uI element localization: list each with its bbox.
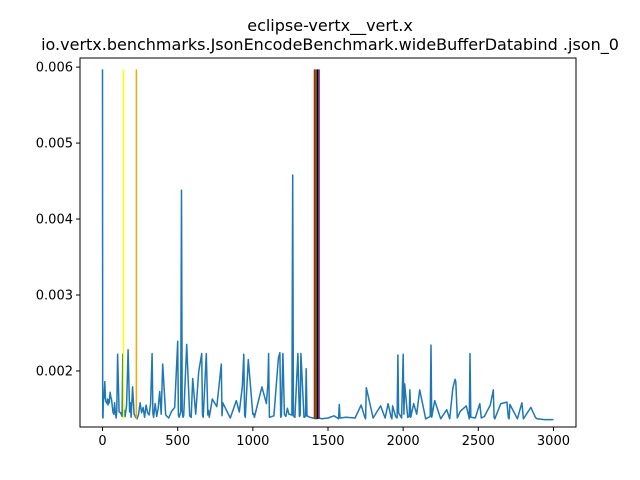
x-tick-label-4: 2000 — [387, 434, 420, 449]
plot-frame — [79, 57, 577, 428]
chart-title: eclipse-vertx__vert.x — [247, 16, 413, 36]
y-tick-label-1: 0.003 — [36, 288, 73, 303]
y-tick-label-0: 0.002 — [36, 364, 73, 379]
x-tick-label-3: 1500 — [311, 434, 344, 449]
chart-subtitle: io.vertx.benchmarks.JsonEncodeBenchmark.… — [41, 35, 619, 55]
y-tick-label-2: 0.004 — [36, 213, 73, 228]
y-tick-label-4: 0.006 — [36, 61, 73, 76]
chart-marks — [101, 69, 554, 421]
x-tick-label-5: 2500 — [462, 434, 495, 449]
series-line-0 — [101, 69, 554, 421]
y-axis: 0.002 0.003 0.004 0.005 0.006 — [36, 61, 80, 379]
x-tick-label-1: 500 — [165, 434, 190, 449]
y-tick-label-3: 0.005 — [36, 137, 73, 152]
x-tick-label-6: 3000 — [537, 434, 570, 449]
x-tick-label-2: 1000 — [236, 434, 269, 449]
x-axis: 0 500 1000 1500 2000 2500 3000 — [98, 427, 570, 449]
x-tick-label-0: 0 — [98, 434, 106, 449]
